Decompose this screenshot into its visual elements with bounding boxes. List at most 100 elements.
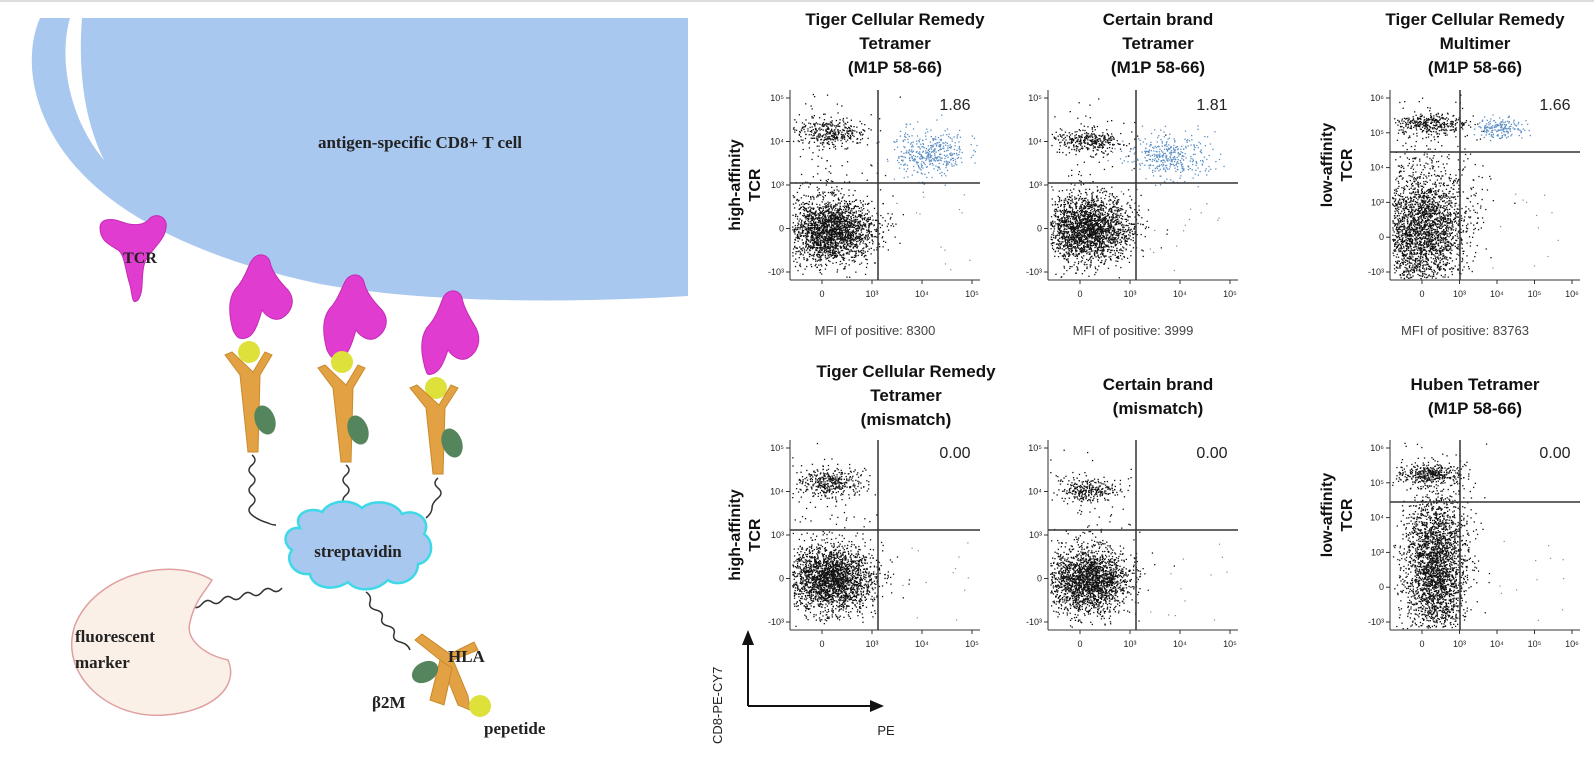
hla-label: HLA <box>448 647 486 666</box>
panel-title-line: Tiger Cellular Remedy <box>786 360 1026 384</box>
mfi-label: MFI of positive: 83763 <box>1401 323 1529 338</box>
panel-title-line: (mismatch) <box>1038 397 1278 421</box>
panel-title-line: (M1P 58-66) <box>775 56 1015 80</box>
bound-tcr-complex <box>225 255 292 525</box>
y-tick-label: 0 <box>779 224 784 234</box>
y-tick-label: 0 <box>1037 574 1042 584</box>
panel-title-5: Certain brand(mismatch) <box>1038 373 1278 421</box>
y-tick-label: -10³ <box>1368 267 1384 277</box>
x-tick-label: 10⁴ <box>915 639 929 649</box>
y-tick-label: 10⁵ <box>1028 443 1042 453</box>
x-tick-label: 10³ <box>1453 289 1466 299</box>
y-tick-label: 10⁴ <box>770 487 784 497</box>
quadrant-percentage: 1.81 <box>1196 97 1227 114</box>
x-tick-label: 10⁵ <box>1528 289 1542 299</box>
y-tick-label: 0 <box>1379 232 1384 242</box>
y-tick-label: -10³ <box>1368 617 1384 627</box>
x-tick-label: 0 <box>819 639 824 649</box>
scatter-dots <box>1392 443 1564 630</box>
panel-title-line: Tetramer <box>786 384 1026 408</box>
y-tick-label: -10³ <box>1026 267 1042 277</box>
x-tick-label: 10⁵ <box>1528 639 1542 649</box>
quadrant-percentage: 0.00 <box>1539 445 1570 462</box>
x-tick-label: 10³ <box>865 639 878 649</box>
hla-linker <box>366 592 410 650</box>
scatter-dots <box>792 94 978 278</box>
scatter-dots <box>792 443 969 627</box>
panel-title-line: Huben Tetramer <box>1355 373 1594 397</box>
b2m-label: β2M <box>372 693 406 712</box>
mfi-label: MFI of positive: 8300 <box>815 323 936 338</box>
t-cell-label: antigen-specific CD8+ T cell <box>318 133 522 152</box>
y-tick-label: 10³ <box>771 180 784 190</box>
flow-panel-4: 10⁵ 10⁴ 10³ 0 -10³ 0 10³ 10⁴ 10⁵ 0.00 high-affinit… <box>727 440 980 649</box>
x-tick-label: 10³ <box>1453 639 1466 649</box>
x-tick-label: 10⁶ <box>1565 289 1579 299</box>
y-tick-label: 0 <box>1037 224 1042 234</box>
y-tick-label: 10⁴ <box>770 137 784 147</box>
scatter-dots <box>1392 95 1559 280</box>
x-tick-label: 0 <box>1419 289 1424 299</box>
panel-title-line: Tiger Cellular Remedy <box>1355 8 1594 32</box>
y-tick-label: -10³ <box>768 617 784 627</box>
fluorescent-label-2: marker <box>75 653 130 672</box>
y-tick-label: 10⁴ <box>1370 513 1384 523</box>
x-tick-label: 10⁵ <box>965 289 979 299</box>
panel-title-line: (M1P 58-66) <box>1355 56 1594 80</box>
peptide-shape <box>469 695 491 717</box>
y-tick-label: 10⁵ <box>770 443 784 453</box>
y-tick-label: 10⁴ <box>1028 137 1042 147</box>
x-tick-label: 10⁴ <box>915 289 929 299</box>
y-tick-label: 10³ <box>1371 197 1384 207</box>
y-tick-label: 10⁶ <box>1370 93 1384 103</box>
streptavidin-label: streptavidin <box>314 542 402 561</box>
quadrant-percentage: 1.86 <box>939 97 970 114</box>
x-tick-label: 10⁶ <box>1565 639 1579 649</box>
y-tick-label: 10⁵ <box>770 93 784 103</box>
y-tick-label: 10⁵ <box>1028 93 1042 103</box>
x-tick-label: 10⁴ <box>1173 639 1187 649</box>
panel-title-line: (M1P 58-66) <box>1038 56 1278 80</box>
y-tick-label: 10³ <box>1371 547 1384 557</box>
panel-title-line: (M1P 58-66) <box>1355 397 1594 421</box>
x-axis-legend-label: PE <box>877 723 895 738</box>
y-tick-label: -10³ <box>1026 617 1042 627</box>
scatter-dots <box>1050 450 1228 628</box>
tcr-label: TCR <box>123 250 157 267</box>
fluorescent-label-1: fluorescent <box>75 627 155 646</box>
bound-tcr-complex <box>410 291 479 518</box>
y-tick-label: 0 <box>1379 582 1384 592</box>
y-tick-label: 10³ <box>771 530 784 540</box>
x-tick-label: 10⁵ <box>965 639 979 649</box>
x-tick-label: 10⁴ <box>1490 639 1504 649</box>
quadrant-percentage: 1.66 <box>1539 97 1570 114</box>
panel-title-line: Tiger Cellular Remedy <box>775 8 1015 32</box>
x-tick-label: 0 <box>1077 289 1082 299</box>
y-tick-label: 10⁶ <box>1370 443 1384 453</box>
x-tick-label: 0 <box>1077 639 1082 649</box>
x-tick-label: 10⁵ <box>1223 639 1237 649</box>
x-tick-label: 10³ <box>1123 289 1136 299</box>
quadrant-percentage: 0.00 <box>939 445 970 462</box>
tetramer-diagram: antigen-specific CD8+ T cell TCR <box>32 18 688 738</box>
panel-title-line: (mismatch) <box>786 408 1026 432</box>
panel-title-line: Certain brand <box>1038 8 1278 32</box>
y-tick-label: 10⁵ <box>1370 128 1384 138</box>
y-tick-label: 0 <box>779 574 784 584</box>
panel-title-line: Multimer <box>1355 32 1594 56</box>
x-tick-label: 10⁵ <box>1223 289 1237 299</box>
y-axis-legend-label: CD8-PE-CY7 <box>710 667 725 744</box>
